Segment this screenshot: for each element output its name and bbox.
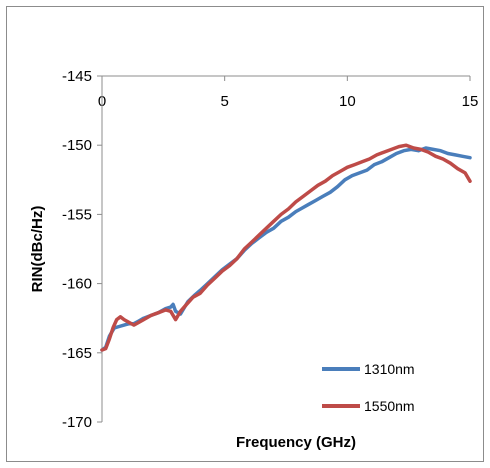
y-tick-label: -160 [62, 276, 92, 293]
y-tick-label: -145 [62, 68, 92, 85]
legend-label-1550nm: 1550nm [364, 398, 415, 414]
x-tick-label: 5 [220, 93, 228, 110]
legend: 1310nm 1550nm [322, 361, 415, 414]
legend-label-1310nm: 1310nm [364, 361, 415, 377]
series-layer [100, 143, 472, 352]
series-line-1310nm [100, 146, 472, 352]
series-line-1550nm [100, 143, 472, 352]
chart-frame [6, 6, 484, 462]
y-tick-label: -155 [62, 206, 92, 223]
x-tick-label: 10 [339, 93, 356, 110]
y-tick-label: -150 [62, 137, 92, 154]
y-tick-label: -165 [62, 345, 92, 362]
x-axis-ticks: 0 5 10 15 [98, 76, 479, 110]
y-axis-ticks: -145 -150 -155 -160 -165 -170 [62, 68, 102, 431]
x-tick-label: 15 [462, 93, 479, 110]
y-axis-title: RIN(dBc/Hz) [29, 206, 46, 293]
x-axis-title: Frequency (GHz) [236, 434, 356, 451]
y-tick-label: -170 [62, 414, 92, 431]
